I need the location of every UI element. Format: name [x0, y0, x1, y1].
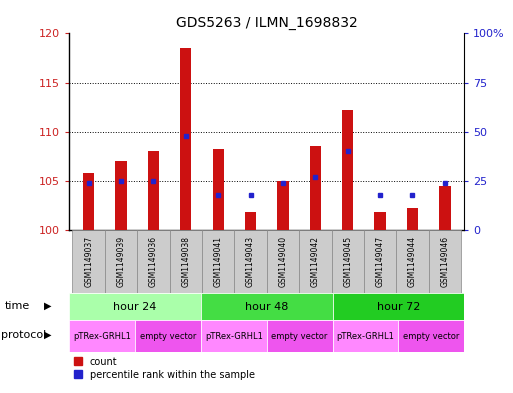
Text: GSM1149045: GSM1149045 [343, 236, 352, 287]
Legend: count, percentile rank within the sample: count, percentile rank within the sample [74, 356, 254, 380]
Bar [170, 230, 202, 293]
Bar [72, 230, 105, 293]
Bar [267, 320, 332, 352]
Text: empty vector: empty vector [403, 332, 460, 340]
Bar [364, 230, 396, 293]
Bar [429, 230, 461, 293]
Bar [331, 230, 364, 293]
Bar [69, 293, 201, 320]
Text: GSM1149038: GSM1149038 [181, 236, 190, 287]
Bar [83, 173, 94, 230]
Text: hour 72: hour 72 [377, 301, 420, 312]
Text: GSM1149044: GSM1149044 [408, 236, 417, 287]
Text: pTRex-GRHL1: pTRex-GRHL1 [205, 332, 263, 340]
Bar [135, 320, 201, 352]
Bar [148, 151, 159, 230]
Text: pTRex-GRHL1: pTRex-GRHL1 [337, 332, 394, 340]
Bar [374, 212, 386, 230]
Text: GSM1149047: GSM1149047 [376, 236, 385, 287]
Bar [234, 230, 267, 293]
Bar [212, 149, 224, 230]
Bar [439, 185, 450, 230]
Bar [202, 230, 234, 293]
Text: pTRex-GRHL1: pTRex-GRHL1 [73, 332, 131, 340]
Bar [299, 230, 331, 293]
Bar [201, 293, 332, 320]
Bar [267, 230, 299, 293]
Text: empty vector: empty vector [140, 332, 196, 340]
Text: GSM1149042: GSM1149042 [311, 236, 320, 287]
Bar [396, 230, 429, 293]
Bar [245, 212, 256, 230]
Bar [407, 208, 418, 230]
Bar [115, 161, 127, 230]
Bar [399, 320, 464, 352]
Bar [332, 293, 464, 320]
Text: ▶: ▶ [44, 330, 51, 340]
Bar [105, 230, 137, 293]
Bar [278, 181, 289, 230]
Bar [332, 320, 399, 352]
Text: GSM1149036: GSM1149036 [149, 236, 158, 287]
Title: GDS5263 / ILMN_1698832: GDS5263 / ILMN_1698832 [176, 16, 358, 29]
Text: GSM1149037: GSM1149037 [84, 236, 93, 287]
Text: protocol: protocol [1, 330, 46, 340]
Bar [342, 110, 353, 230]
Bar [310, 146, 321, 230]
Text: GSM1149039: GSM1149039 [116, 236, 126, 287]
Text: empty vector: empty vector [271, 332, 328, 340]
Bar [180, 48, 191, 230]
Text: hour 24: hour 24 [113, 301, 157, 312]
Text: time: time [5, 301, 30, 311]
Text: ▶: ▶ [44, 301, 51, 311]
Text: hour 48: hour 48 [245, 301, 288, 312]
Text: GSM1149041: GSM1149041 [214, 236, 223, 287]
Text: GSM1149046: GSM1149046 [440, 236, 449, 287]
Bar [201, 320, 267, 352]
Bar [137, 230, 170, 293]
Text: GSM1149043: GSM1149043 [246, 236, 255, 287]
Text: GSM1149040: GSM1149040 [279, 236, 287, 287]
Bar [69, 320, 135, 352]
